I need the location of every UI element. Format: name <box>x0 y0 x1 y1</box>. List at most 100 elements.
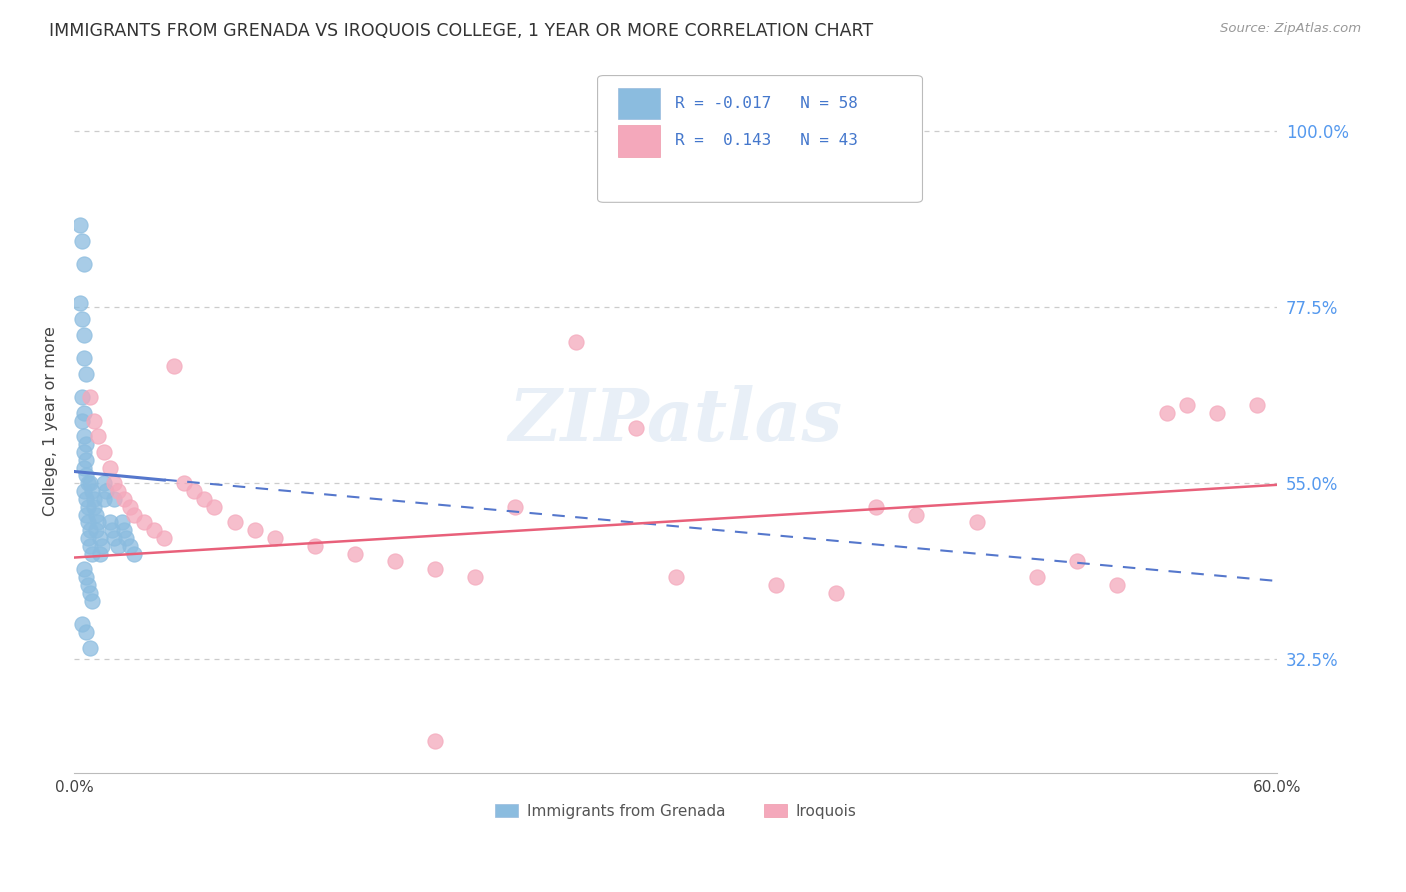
Point <box>70 234 93 248</box>
Point <box>564 335 586 350</box>
Point <box>73 406 96 420</box>
Point <box>75 452 97 467</box>
Point <box>122 508 145 522</box>
Point <box>77 500 100 514</box>
Point <box>84 523 107 537</box>
Point <box>77 578 100 592</box>
Point <box>112 491 135 506</box>
Point <box>73 484 96 499</box>
Text: Source: ZipAtlas.com: Source: ZipAtlas.com <box>1220 22 1361 36</box>
Point <box>79 539 101 553</box>
Point <box>69 296 91 310</box>
Point <box>204 500 226 514</box>
Point <box>73 429 96 443</box>
FancyBboxPatch shape <box>619 125 661 157</box>
Point <box>77 531 100 545</box>
Point <box>115 531 138 545</box>
Point <box>84 508 107 522</box>
Point <box>825 586 848 600</box>
Point <box>93 476 115 491</box>
Point <box>69 218 91 232</box>
Point <box>79 586 101 600</box>
Point <box>103 491 125 506</box>
Point <box>87 516 110 530</box>
Point <box>82 484 104 499</box>
Point <box>163 359 186 373</box>
Point <box>82 593 104 607</box>
Y-axis label: College, 1 year or more: College, 1 year or more <box>44 326 58 516</box>
Point <box>343 547 366 561</box>
Point <box>73 257 96 271</box>
Text: IMMIGRANTS FROM GRENADA VS IROQUOIS COLLEGE, 1 YEAR OR MORE CORRELATION CHART: IMMIGRANTS FROM GRENADA VS IROQUOIS COLL… <box>49 22 873 40</box>
Point <box>1246 398 1268 412</box>
Legend: Immigrants from Grenada, Iroquois: Immigrants from Grenada, Iroquois <box>489 797 863 825</box>
Point <box>103 531 125 545</box>
Point <box>120 539 142 553</box>
Point <box>79 390 101 404</box>
Point <box>70 414 93 428</box>
Point <box>75 491 97 506</box>
Point <box>96 484 118 499</box>
Point <box>75 570 97 584</box>
Point <box>243 523 266 537</box>
Point <box>1105 578 1128 592</box>
Point <box>83 414 105 428</box>
Point <box>304 539 326 553</box>
Point <box>75 508 97 522</box>
Point <box>905 508 928 522</box>
Point <box>89 531 111 545</box>
Point <box>79 640 101 655</box>
Point <box>79 476 101 491</box>
Point <box>173 476 195 491</box>
Point <box>665 570 688 584</box>
Point <box>73 351 96 365</box>
Point <box>505 500 527 514</box>
Text: ZIPatlas: ZIPatlas <box>509 385 842 456</box>
Point <box>183 484 205 499</box>
Point <box>1156 406 1178 420</box>
FancyBboxPatch shape <box>598 76 922 202</box>
Point <box>143 523 166 537</box>
Point <box>73 327 96 342</box>
Point <box>153 531 176 545</box>
Point <box>82 547 104 561</box>
Point <box>75 437 97 451</box>
Point <box>423 734 446 748</box>
Point <box>263 531 285 545</box>
Point <box>75 624 97 639</box>
Point <box>111 516 134 530</box>
Point <box>1025 570 1047 584</box>
Point <box>464 570 486 584</box>
Point <box>107 484 129 499</box>
Point <box>75 367 97 381</box>
Point <box>101 523 124 537</box>
Point <box>112 523 135 537</box>
Point <box>134 516 156 530</box>
Point <box>83 491 105 506</box>
Point <box>193 491 215 506</box>
Point <box>98 516 121 530</box>
Point <box>77 516 100 530</box>
Point <box>120 500 142 514</box>
Point <box>1206 406 1229 420</box>
Point <box>107 539 129 553</box>
Point <box>122 547 145 561</box>
Point <box>224 516 246 530</box>
Point <box>865 500 887 514</box>
Point <box>73 460 96 475</box>
Text: R = -0.017   N = 58: R = -0.017 N = 58 <box>675 95 858 111</box>
Point <box>384 554 406 568</box>
Point <box>75 468 97 483</box>
Point <box>98 460 121 475</box>
Point <box>73 562 96 576</box>
Point <box>87 429 110 443</box>
Point <box>624 421 647 435</box>
Point <box>70 617 93 632</box>
Point <box>79 523 101 537</box>
Point <box>1066 554 1088 568</box>
Point <box>89 547 111 561</box>
Point <box>91 539 114 553</box>
Point <box>966 516 988 530</box>
Point <box>93 445 115 459</box>
Point <box>1175 398 1198 412</box>
